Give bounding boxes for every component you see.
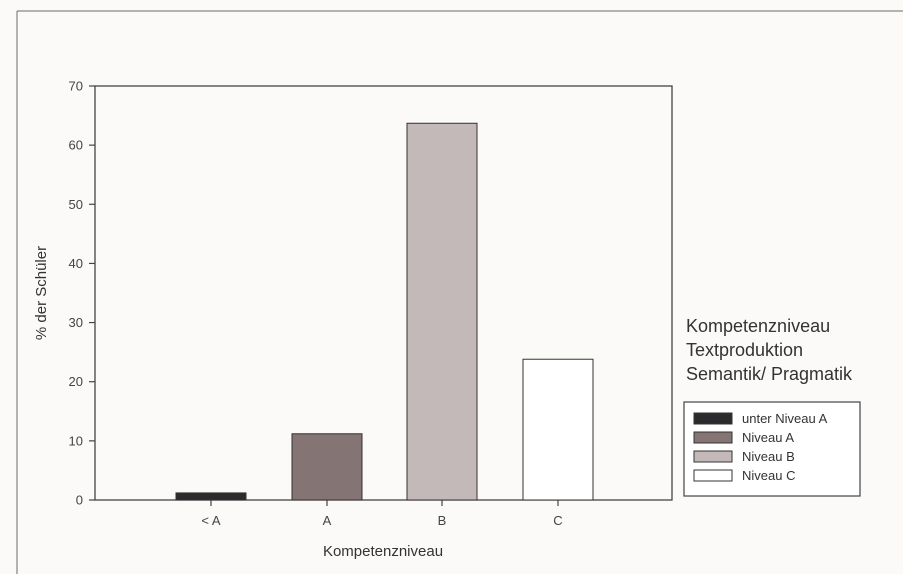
legend-swatch: [693, 412, 733, 425]
y-tick-label: 40: [69, 256, 83, 271]
y-tick-label: 50: [69, 197, 83, 212]
y-tick-label: 60: [69, 138, 83, 153]
legend-title-line-1: Kompetenzniveau: [686, 316, 830, 336]
y-axis: 0 10 20 30 40 50 60 70: [69, 79, 95, 508]
legend-entries: unter Niveau A Niveau A Niveau B Niveau C: [693, 411, 828, 483]
y-tick-label: 20: [69, 374, 83, 389]
bar-2: [406, 122, 478, 501]
legend-title-line-2: Textproduktion: [686, 340, 803, 360]
legend-swatch: [693, 431, 733, 444]
x-axis: < A A B C: [201, 500, 563, 528]
legend-label: Niveau A: [742, 430, 794, 445]
x-tick-label: B: [438, 513, 447, 528]
legend: Kompetenzniveau Textproduktion Semantik/…: [683, 316, 861, 497]
x-tick-label: C: [553, 513, 562, 528]
legend-swatch: [693, 450, 733, 463]
y-tick-label: 10: [69, 433, 83, 448]
legend-swatch: [693, 469, 733, 482]
x-tick-label: A: [323, 513, 332, 528]
y-tick-label: 0: [76, 493, 83, 508]
x-tick-label: < A: [201, 513, 220, 528]
y-tick-label: 30: [69, 315, 83, 330]
y-axis-title: % der Schüler: [33, 246, 50, 340]
legend-label: Niveau C: [742, 468, 795, 483]
bar-3: [522, 358, 594, 501]
bar-0: [175, 492, 247, 501]
x-axis-title: Kompetenzniveau: [323, 543, 443, 560]
plot-area: 0 10 20 30 40 50 60 70 < A A B C: [69, 79, 673, 528]
legend-label: unter Niveau A: [742, 411, 828, 426]
y-tick-label: 70: [69, 79, 83, 94]
plot-frame: [94, 85, 673, 501]
legend-title-line-3: Semantik/ Pragmatik: [686, 364, 853, 384]
legend-label: Niveau B: [742, 449, 795, 464]
bar-series: [175, 122, 594, 501]
bar-1: [291, 433, 363, 501]
